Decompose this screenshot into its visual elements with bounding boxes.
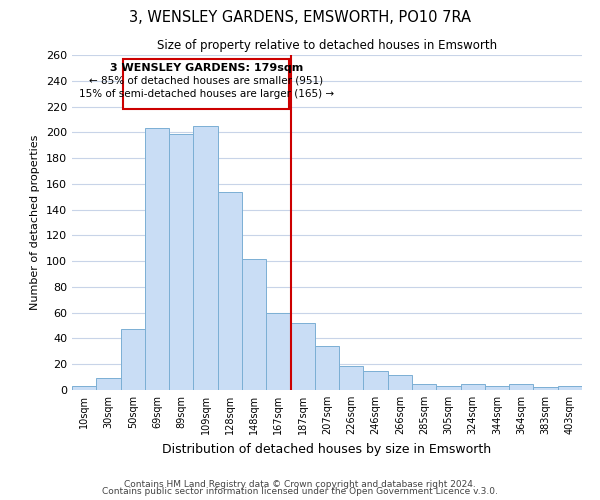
Bar	[533, 388, 558, 390]
Bar	[121, 330, 145, 390]
Bar	[169, 134, 193, 390]
Bar	[339, 366, 364, 390]
Bar	[509, 384, 533, 390]
Text: ← 85% of detached houses are smaller (951): ← 85% of detached houses are smaller (95…	[89, 76, 323, 86]
FancyBboxPatch shape	[123, 59, 289, 109]
Bar	[558, 386, 582, 390]
Bar	[96, 378, 121, 390]
Bar	[388, 374, 412, 390]
Text: Contains public sector information licensed under the Open Government Licence v.: Contains public sector information licen…	[102, 487, 498, 496]
Bar	[412, 384, 436, 390]
Bar	[436, 386, 461, 390]
Bar	[193, 126, 218, 390]
Bar	[145, 128, 169, 390]
Bar	[242, 258, 266, 390]
Y-axis label: Number of detached properties: Number of detached properties	[31, 135, 40, 310]
Text: 3, WENSLEY GARDENS, EMSWORTH, PO10 7RA: 3, WENSLEY GARDENS, EMSWORTH, PO10 7RA	[129, 10, 471, 25]
Text: 3 WENSLEY GARDENS: 179sqm: 3 WENSLEY GARDENS: 179sqm	[110, 63, 303, 73]
Bar	[461, 384, 485, 390]
Bar	[485, 386, 509, 390]
Bar	[290, 323, 315, 390]
Bar	[266, 312, 290, 390]
Text: Contains HM Land Registry data © Crown copyright and database right 2024.: Contains HM Land Registry data © Crown c…	[124, 480, 476, 489]
X-axis label: Distribution of detached houses by size in Emsworth: Distribution of detached houses by size …	[163, 442, 491, 456]
Bar	[72, 386, 96, 390]
Text: 15% of semi-detached houses are larger (165) →: 15% of semi-detached houses are larger (…	[79, 88, 334, 99]
Bar	[364, 370, 388, 390]
Bar	[218, 192, 242, 390]
Title: Size of property relative to detached houses in Emsworth: Size of property relative to detached ho…	[157, 40, 497, 52]
Bar	[315, 346, 339, 390]
